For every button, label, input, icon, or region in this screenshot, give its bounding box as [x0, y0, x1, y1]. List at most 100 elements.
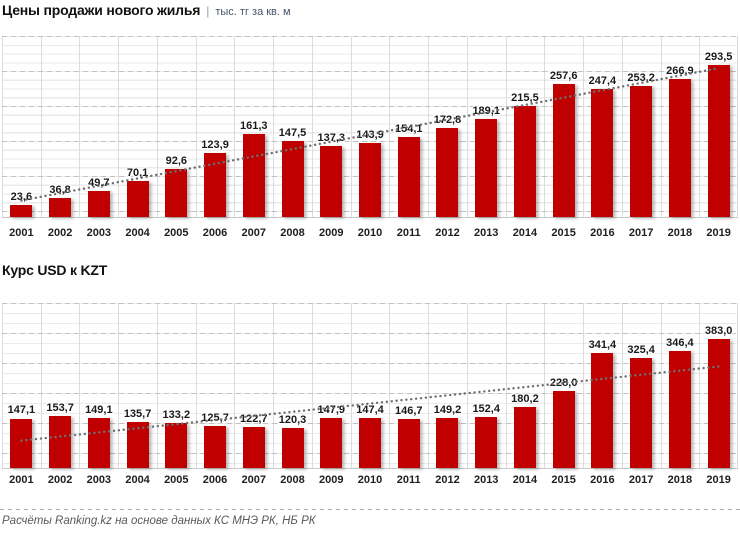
column-gridline [737, 303, 738, 468]
bar [707, 339, 730, 468]
bar [49, 416, 72, 468]
x-axis-label: 2004 [125, 227, 150, 239]
x-axis-label: 2011 [396, 474, 421, 486]
column-gridline [661, 303, 662, 468]
bar [165, 423, 188, 468]
x-axis-label: 2010 [357, 474, 383, 486]
chart2-x-axis: 2001 2002 2003 2004 2005 2006 2007 2008 2009 2010… [2, 474, 738, 490]
chart1-unit-label: тыс. тг за кв. м [215, 6, 291, 18]
major-gridline [2, 393, 738, 394]
bar-value-label: 123,9 [201, 138, 229, 151]
column-gridline [118, 303, 119, 468]
column-gridline [506, 303, 507, 468]
bar-value-label: 92,6 [165, 155, 188, 168]
x-axis-label: 2011 [396, 227, 421, 239]
bar [242, 426, 265, 468]
bar-value-label: 293,5 [704, 51, 733, 64]
x-axis-label: 2012 [435, 227, 460, 239]
bar [475, 119, 498, 217]
column-gridline [118, 36, 119, 217]
x-axis-label: 2013 [473, 474, 499, 486]
major-gridline [2, 333, 738, 334]
x-axis-label: 2019 [706, 227, 731, 239]
column-gridline [2, 303, 3, 468]
x-axis-label: 2007 [241, 474, 267, 486]
x-axis-label: 2001 [9, 474, 34, 486]
bar [281, 140, 304, 217]
x-axis-label: 2012 [435, 474, 460, 486]
bar-value-label: 70,1 [126, 166, 149, 179]
bar [49, 198, 72, 217]
chart1-title: Цены продажи нового жилья | тыс. тг за к… [2, 2, 291, 18]
bar [165, 169, 188, 217]
bar [397, 137, 420, 217]
column-gridline [273, 303, 274, 468]
x-axis-label: 2002 [47, 474, 73, 486]
x-axis-label: 2007 [241, 227, 267, 239]
x-axis-label: 2008 [280, 474, 305, 486]
x-axis-label: 2015 [551, 474, 576, 486]
bar [281, 427, 304, 468]
bar-value-label: 341,4 [588, 339, 617, 352]
bar [707, 65, 730, 217]
column-gridline [2, 36, 3, 217]
x-axis-label: 2003 [86, 474, 112, 486]
bar [552, 391, 575, 468]
bar-value-label: 189,1 [472, 105, 500, 118]
chart1-x-axis: 2001 2002 2003 2004 2005 2006 2007 2008 2009 2010… [2, 227, 738, 243]
bar [513, 407, 536, 468]
bar [126, 422, 149, 468]
x-axis-label: 2017 [628, 227, 654, 239]
footer-separator [0, 509, 740, 510]
bar [668, 351, 691, 468]
bar [591, 89, 614, 217]
bar [475, 416, 498, 468]
bar-value-label: 383,0 [704, 325, 733, 338]
bar [436, 417, 459, 468]
column-gridline [467, 303, 468, 468]
chart1-title-text: Цены продажи нового жилья [2, 2, 201, 18]
column-gridline [351, 303, 352, 468]
bar [87, 417, 110, 468]
bar [320, 418, 343, 468]
x-axis-label: 2004 [125, 474, 150, 486]
bar [10, 204, 33, 217]
chart2-title: Курс USD к KZT [2, 262, 107, 278]
x-axis-label: 2008 [280, 227, 305, 239]
bar [630, 86, 653, 217]
column-gridline [79, 303, 80, 468]
column-gridline [196, 303, 197, 468]
bar [204, 152, 227, 217]
x-axis-label: 2001 [9, 227, 34, 239]
bar [513, 105, 536, 217]
x-axis-label: 2006 [202, 474, 228, 486]
column-gridline [157, 303, 158, 468]
column-gridline [196, 36, 197, 217]
column-gridline [389, 303, 390, 468]
footer-source-note: Расчёты Ranking.kz на основе данных КС М… [2, 515, 316, 527]
bar [87, 191, 110, 217]
x-axis-label: 2014 [512, 227, 538, 239]
x-axis-label: 2009 [319, 474, 344, 486]
major-gridline [2, 36, 738, 37]
bar-value-label: 325,4 [627, 344, 655, 357]
chart1-plot-area: 23,6 36,8 49,7 70,1 92,6 123,9 161,3 147,5 137,3… [2, 36, 738, 218]
chart2-title-text: Курс USD к KZT [2, 262, 108, 278]
x-axis-label: 2015 [551, 227, 576, 239]
x-axis-label: 2017 [628, 474, 654, 486]
x-axis-label: 2013 [473, 227, 499, 239]
x-axis-label: 2009 [319, 227, 344, 239]
x-axis-label: 2005 [164, 474, 189, 486]
x-axis-label: 2018 [667, 474, 693, 486]
column-gridline [622, 36, 623, 217]
x-axis-label: 2003 [86, 227, 112, 239]
bar-value-label: 346,4 [666, 337, 694, 350]
column-gridline [622, 303, 623, 468]
bar [630, 358, 653, 468]
x-axis-label: 2002 [47, 227, 73, 239]
column-gridline [506, 36, 507, 217]
chart1-title-separator: | [206, 4, 210, 18]
bar [359, 418, 381, 468]
x-axis-label: 2006 [202, 227, 228, 239]
column-gridline [737, 36, 738, 217]
